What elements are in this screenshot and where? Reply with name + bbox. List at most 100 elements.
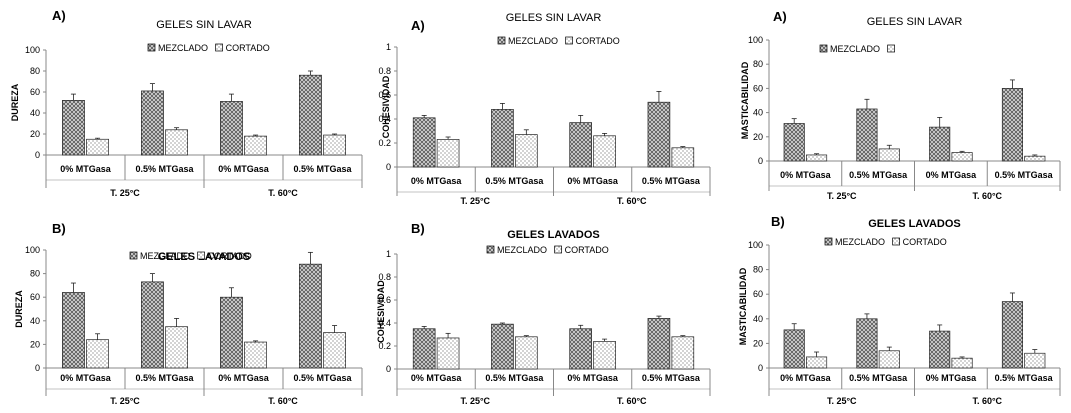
x-category-label: 0% MTGasa (780, 373, 832, 383)
chart-panel-6: B) GELES LAVADOS MEZCLADO CORTADO 0 20 40 60 80 1… (738, 214, 1061, 406)
chart-title: GELES SIN LAVAR (506, 12, 602, 24)
bar-cortado (515, 336, 538, 370)
x-group-label: T. 60°C (268, 396, 298, 406)
bar-cortado (671, 147, 695, 168)
x-category-label: 0.5% MTGasa (293, 164, 352, 174)
bar-mezclado (412, 117, 436, 168)
bar-mezclado (62, 100, 85, 156)
bar-cortado (1024, 352, 1046, 369)
bar-cortado (878, 148, 900, 162)
bar-mezclado (220, 101, 243, 156)
chart-title: GELES LAVADOS (507, 229, 600, 241)
bar-cortado (806, 356, 828, 369)
legend-entry: CORTADO (576, 36, 620, 46)
bar-cortado (878, 350, 900, 369)
legend-entry: CORTADO (226, 43, 270, 53)
bar-mezclado (783, 123, 805, 162)
y-tick-label: 0 (35, 150, 40, 160)
y-tick-label: 0.4 (378, 318, 391, 328)
y-tick-label: 0.2 (378, 138, 391, 148)
legend-swatch (215, 43, 223, 52)
bar-cortado (515, 134, 538, 168)
x-category-label: 0% MTGasa (411, 373, 463, 383)
x-group-label: T. 25°C (827, 396, 857, 406)
legend-swatch (819, 44, 828, 53)
chart-title: GELES SIN LAVAR (156, 19, 252, 31)
x-category-label: 0% MTGasa (567, 373, 619, 383)
bar-cortado (323, 134, 346, 156)
bar-cortado (593, 341, 616, 370)
y-tick-label: 0 (35, 363, 40, 373)
chart-title: GELES LAVADOS (868, 218, 961, 230)
y-tick-label: 60 (753, 289, 763, 299)
y-tick-label: 0.4 (378, 114, 391, 124)
x-category-label: 0.5% MTGasa (995, 170, 1054, 180)
y-axis-label: COHESIVIDAD (381, 75, 391, 138)
y-tick-label: 80 (30, 66, 40, 76)
panel-label: A) (411, 18, 425, 33)
bar-cortado (1024, 155, 1046, 162)
y-tick-label: 80 (753, 59, 763, 69)
y-tick-label: 40 (753, 314, 763, 324)
y-tick-label: 80 (753, 265, 763, 275)
x-category-label: 0% MTGasa (60, 373, 112, 383)
legend-entry: MEZCLADO (497, 245, 547, 255)
y-tick-label: 80 (30, 269, 40, 279)
bar-cortado (86, 138, 109, 156)
chart-panel-3: A) GELES SIN LAVAR MEZCLADO 0 20 40 60 80 100 MAS… (740, 9, 1061, 201)
y-tick-label: 40 (30, 316, 40, 326)
x-group-label: T. 25°C (827, 191, 857, 201)
x-category-label: 0% MTGasa (926, 170, 978, 180)
chart-panel-5: B) GELES LAVADOS MEZCLADO CORTADO 0 0.2 0.4 0.6… (376, 221, 711, 406)
x-category-label: 0% MTGasa (218, 164, 270, 174)
bar-mezclado (647, 101, 671, 168)
y-axis-label: DUREZA (10, 83, 20, 121)
x-group-label: T. 60°C (972, 396, 1002, 406)
bar-mezclado (929, 330, 951, 369)
y-tick-label: 20 (753, 132, 763, 142)
legend-swatch (824, 237, 833, 246)
bar-mezclado (141, 90, 164, 156)
y-tick-label: 0.8 (378, 66, 391, 76)
y-tick-label: 40 (30, 108, 40, 118)
x-category-label: 0% MTGasa (411, 176, 463, 186)
legend-swatch (197, 251, 205, 260)
panel-label: B) (411, 221, 425, 236)
bar-cortado (671, 336, 695, 370)
legend-swatch (129, 251, 138, 260)
y-axis-label: MASTICABILIDAD (740, 61, 750, 139)
bar-cortado (86, 339, 109, 369)
bar-mezclado (929, 126, 951, 162)
x-category-label: 0.5% MTGasa (485, 176, 544, 186)
bar-mezclado (856, 318, 878, 369)
legend-entry: MEZCLADO (140, 251, 190, 261)
bar-mezclado (569, 328, 592, 370)
legend-entry: MEZCLADO (158, 43, 208, 53)
x-category-label: 0% MTGasa (926, 373, 978, 383)
bar-cortado (165, 129, 188, 156)
legend-entry: CORTADO (565, 245, 609, 255)
x-category-label: 0.5% MTGasa (849, 170, 908, 180)
x-category-label: 0% MTGasa (567, 176, 619, 186)
x-category-label: 0.5% MTGasa (995, 373, 1054, 383)
y-axis-label: MASTICABILIDAD (738, 267, 748, 345)
bar-mezclado (62, 292, 85, 369)
x-category-label: 0.5% MTGasa (485, 373, 544, 383)
legend-entry: MEZCLADO (508, 36, 558, 46)
x-category-label: 0.5% MTGasa (642, 176, 701, 186)
y-axis-label: DUREZA (14, 290, 24, 328)
legend-entry: MEZCLADO (835, 237, 885, 247)
x-category-label: 0.5% MTGasa (135, 164, 194, 174)
legend-swatch (565, 36, 573, 45)
bar-mezclado (299, 263, 322, 369)
y-tick-label: 0 (758, 156, 763, 166)
panel-label: A) (773, 9, 787, 24)
legend-swatch (486, 245, 495, 254)
x-category-label: 0.5% MTGasa (293, 373, 352, 383)
x-group-label: T. 60°C (972, 191, 1002, 201)
bar-mezclado (1001, 301, 1023, 369)
x-group-label: T. 25°C (460, 396, 490, 406)
